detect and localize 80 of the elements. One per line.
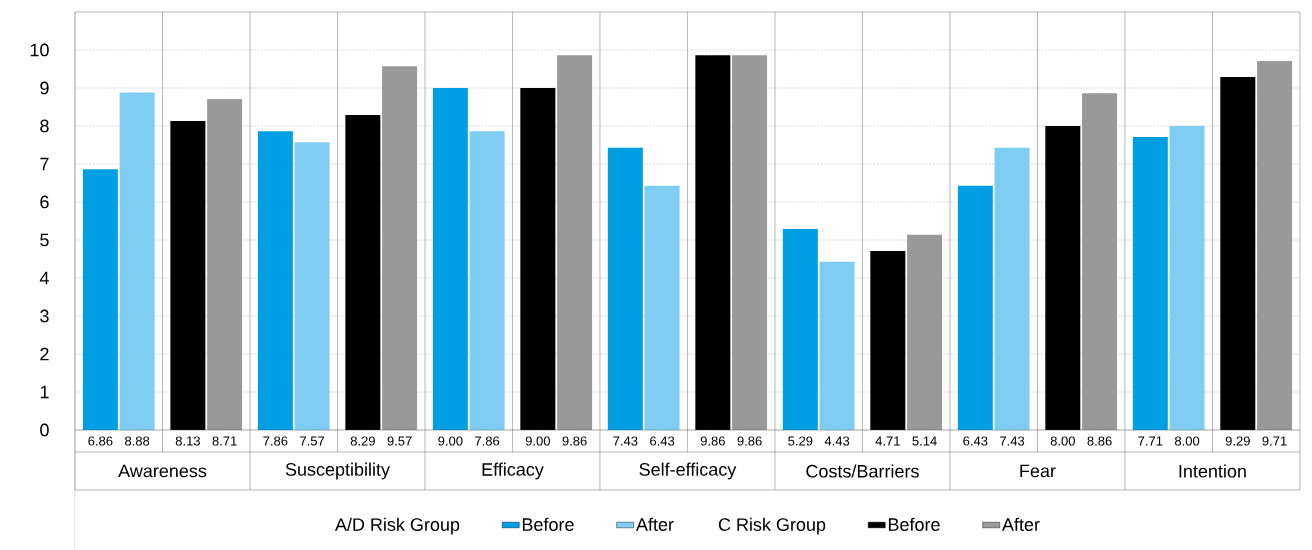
bar: [782, 228, 818, 430]
data-label: 7.86: [475, 436, 500, 446]
y-tick-label: 5: [40, 233, 49, 247]
y-tick-label: 4: [39, 271, 49, 285]
data-label: 7.86: [263, 436, 288, 446]
bar: [1132, 137, 1168, 430]
bar: [1220, 76, 1256, 430]
data-label: 4.43: [824, 436, 850, 446]
y-tick-label: 0: [40, 423, 49, 437]
bar: [1169, 126, 1205, 430]
data-label: 8.29: [350, 436, 375, 446]
y-tick-label: 6: [40, 195, 49, 209]
data-label: 8.13: [175, 436, 200, 446]
y-tick-label: 1: [40, 385, 49, 399]
bar: [82, 169, 118, 430]
data-label: 8.00: [1174, 436, 1200, 446]
bar: [994, 147, 1030, 430]
bar: [870, 251, 906, 430]
bar: [345, 114, 381, 430]
y-tick-label: 3: [40, 309, 49, 323]
data-label: 9.86: [737, 436, 762, 446]
bar: [294, 142, 330, 430]
y-tick-label: 10: [30, 43, 49, 57]
legend-label: Before: [888, 517, 940, 531]
bar: [644, 185, 680, 430]
bar: [207, 99, 243, 430]
legend-label: Before: [522, 517, 574, 531]
bar: [119, 92, 155, 430]
bar: [382, 66, 418, 430]
bar: [819, 261, 855, 430]
y-tick-label: 2: [40, 347, 49, 361]
y-tick-label: 7: [40, 157, 49, 171]
data-label: 8.71: [212, 436, 237, 446]
bar: [1082, 93, 1118, 430]
x-tick-label: Awareness: [118, 464, 207, 478]
bar: [520, 88, 556, 430]
bar: [732, 55, 768, 430]
bar: [1257, 61, 1293, 430]
data-label: 6.86: [88, 436, 113, 446]
bar: [170, 121, 206, 430]
data-label: 7.43: [613, 436, 638, 446]
text: C Risk Group: [718, 517, 826, 535]
y-tick-label: 9: [40, 81, 49, 95]
data-label: 7.43: [1000, 436, 1025, 446]
data-label: 9.57: [387, 436, 412, 446]
legend-label: After: [635, 517, 674, 531]
bar: [957, 185, 993, 430]
data-label: 5.29: [788, 436, 813, 446]
bar: [432, 88, 468, 430]
data-label: 4.71: [875, 436, 900, 446]
bar: [257, 131, 293, 430]
data-label: 9.00: [525, 436, 550, 446]
bar: [695, 55, 731, 430]
data-label: 6.43: [963, 436, 988, 446]
data-label: 6.43: [650, 436, 675, 446]
bar: [907, 234, 943, 430]
bar: [1045, 126, 1081, 430]
data-label: 9.00: [438, 436, 463, 446]
text: A/D Risk Group: [334, 517, 460, 535]
y-tick-label: 8: [40, 119, 49, 133]
x-tick-label: Costs/Barriers: [806, 464, 919, 478]
data-label: 8.86: [1087, 436, 1112, 446]
x-tick-label: Susceptibility: [285, 462, 390, 480]
data-label: 8.00: [1050, 436, 1075, 446]
x-tick-label: Fear: [1020, 464, 1056, 478]
x-tick-label: Efficacy: [482, 462, 544, 480]
data-label: 9.71: [1262, 436, 1287, 446]
data-label: 9.86: [562, 436, 587, 446]
data-label: 9.29: [1225, 436, 1250, 446]
bar: [607, 147, 643, 430]
legend-label: After: [1001, 517, 1040, 531]
data-label: 7.57: [300, 436, 325, 446]
data-label: 7.71: [1138, 436, 1163, 446]
bar: [557, 55, 593, 430]
bar: [469, 131, 505, 430]
x-tick-label: Self-efficacy: [639, 462, 737, 480]
data-label: 9.86: [700, 436, 725, 446]
data-label: 8.88: [125, 436, 150, 446]
data-label: 5.14: [912, 436, 937, 446]
x-tick-label: Intention: [1179, 464, 1246, 478]
